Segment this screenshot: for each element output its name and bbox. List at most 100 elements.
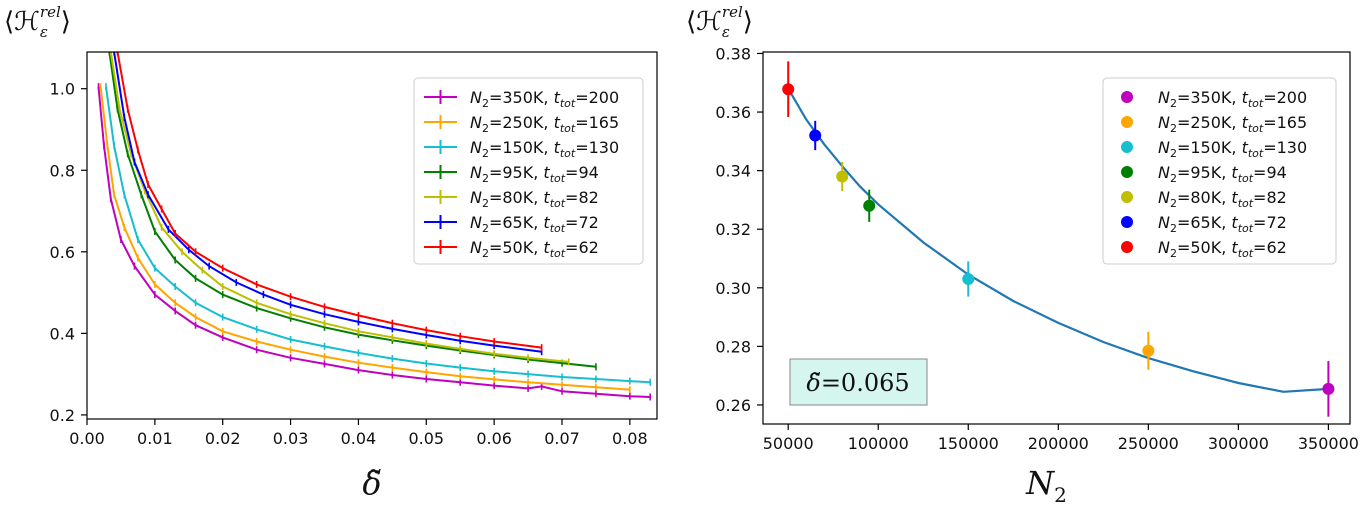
legend-n-subscript: 2 [482, 97, 489, 110]
legend-label: N2=95K, ttot=94 [1158, 163, 1287, 185]
legend-n-subscript: 2 [1170, 147, 1177, 160]
legend-equals: = [565, 188, 578, 207]
left-plot-series [97, 52, 652, 401]
legend-n-symbol: N [1158, 238, 1170, 257]
legend-t-value: 62 [1266, 238, 1286, 257]
legend-t-value: 82 [578, 188, 598, 207]
legend-t-value: 130 [1277, 138, 1308, 157]
legend-marker [1121, 216, 1133, 228]
legend-sep: , [543, 113, 553, 132]
data-point-350K [1322, 361, 1335, 417]
y-label-close: ⟩ [743, 7, 753, 37]
legend-n-symbol: N [470, 213, 482, 232]
data-point-80K [836, 161, 849, 192]
legend-label: N2=65K, ttot=72 [1158, 213, 1287, 235]
legend-entry: N2=95K, ttot=94 [1121, 163, 1287, 185]
legend-n-value: 80K [502, 188, 533, 207]
legend-equals: = [575, 113, 588, 132]
data-point-65K [809, 120, 822, 151]
legend-equals: = [489, 238, 502, 257]
legend-t-subscript: tot [1238, 222, 1254, 235]
legend-n-value: 80K [1190, 188, 1221, 207]
legend-t-value: 82 [1266, 188, 1286, 207]
legend-entry: N2=50K, ttot=62 [424, 238, 599, 260]
legend-t-value: 94 [578, 163, 598, 182]
legend-label: N2=80K, ttot=82 [470, 188, 599, 210]
x-label-main: N [1025, 464, 1055, 502]
legend-n-value: 250K [1190, 113, 1232, 132]
legend-n-subscript: 2 [1170, 197, 1177, 210]
legend-label: N2=350K, ttot=200 [1158, 88, 1307, 110]
legend-entry: N2=50K, ttot=62 [1121, 238, 1287, 260]
y-label-superscript: rel [722, 3, 743, 21]
legend-entry: N2=350K, ttot=200 [1121, 88, 1307, 110]
x-tick-label: 0.08 [612, 429, 648, 448]
legend-equals: = [1253, 163, 1266, 182]
legend-n-symbol: N [470, 88, 482, 107]
legend-sep: , [1231, 88, 1241, 107]
legend-t-subscript: tot [1248, 97, 1264, 110]
legend-entry: N2=65K, ttot=72 [1121, 213, 1287, 235]
legend-equals: = [489, 113, 502, 132]
legend-n-subscript: 2 [1170, 97, 1177, 110]
legend-entry: N2=150K, ttot=130 [1121, 138, 1307, 160]
legend-n-symbol: N [470, 138, 482, 157]
legend-sep: , [1221, 163, 1231, 182]
legend-t-symbol: t [543, 188, 550, 207]
legend-equals: = [1253, 213, 1266, 232]
legend-t-symbol: t [1231, 238, 1238, 257]
legend-sep: , [1221, 188, 1231, 207]
point-marker [836, 170, 849, 183]
legend-n-value: 95K [1190, 163, 1221, 182]
legend-label: N2=350K, ttot=200 [470, 88, 619, 110]
legend-n-symbol: N [470, 238, 482, 257]
legend-equals: = [1177, 88, 1190, 107]
x-axis-label: δ̃ [362, 464, 381, 502]
y-label-subscript: ε [40, 23, 48, 41]
legend-n-subscript: 2 [482, 172, 489, 185]
legend-t-symbol: t [554, 88, 561, 107]
legend-label: N2=50K, ttot=62 [470, 238, 599, 260]
legend-n-value: 150K [502, 138, 544, 157]
legend-equals: = [575, 138, 588, 157]
y-tick-label: 0.30 [715, 279, 751, 298]
legend-entry: N2=80K, ttot=82 [424, 188, 599, 210]
legend-sep: , [1221, 238, 1231, 257]
series-80K [109, 52, 570, 366]
legend-equals: = [1177, 213, 1190, 232]
x-tick-label: 0.03 [273, 429, 309, 448]
legend-t-symbol: t [1242, 138, 1249, 157]
legend-entry: N2=250K, ttot=165 [424, 113, 619, 135]
legend-t-value: 72 [578, 213, 598, 232]
point-marker [1142, 344, 1155, 357]
legend-t-value: 72 [1266, 213, 1286, 232]
legend-label: N2=250K, ttot=165 [470, 113, 619, 135]
x-tick-label: 0.00 [69, 429, 105, 448]
legend-equals: = [1177, 238, 1190, 257]
y-tick-label: 0.38 [715, 44, 751, 63]
legend-sep: , [1231, 138, 1241, 157]
point-marker [863, 199, 876, 212]
legend-label: N2=150K, ttot=130 [1158, 138, 1307, 160]
y-tick-label: 1.0 [50, 80, 75, 99]
data-point-150K [962, 261, 975, 297]
legend-entry: N2=80K, ttot=82 [1121, 188, 1287, 210]
y-tick-label: 0.32 [715, 220, 751, 239]
x-tick-label: 0.04 [341, 429, 377, 448]
legend-marker [1121, 116, 1133, 128]
legend-n-value: 50K [502, 238, 533, 257]
legend-equals: = [575, 88, 588, 107]
legend-n-value: 65K [1190, 213, 1221, 232]
legend-n-symbol: N [1158, 163, 1170, 182]
annotation-value: =0.065 [821, 369, 910, 397]
legend-entry: N2=350K, ttot=200 [424, 88, 619, 110]
legend-t-symbol: t [543, 163, 550, 182]
legend-n-subscript: 2 [1170, 247, 1177, 260]
y-tick-label: 0.8 [50, 161, 75, 180]
legend-t-symbol: t [543, 213, 550, 232]
legend-equals: = [489, 163, 502, 182]
x-tick-label: 350000 [1298, 434, 1359, 453]
legend-equals: = [565, 238, 578, 257]
x-tick-label: 50000 [763, 434, 814, 453]
